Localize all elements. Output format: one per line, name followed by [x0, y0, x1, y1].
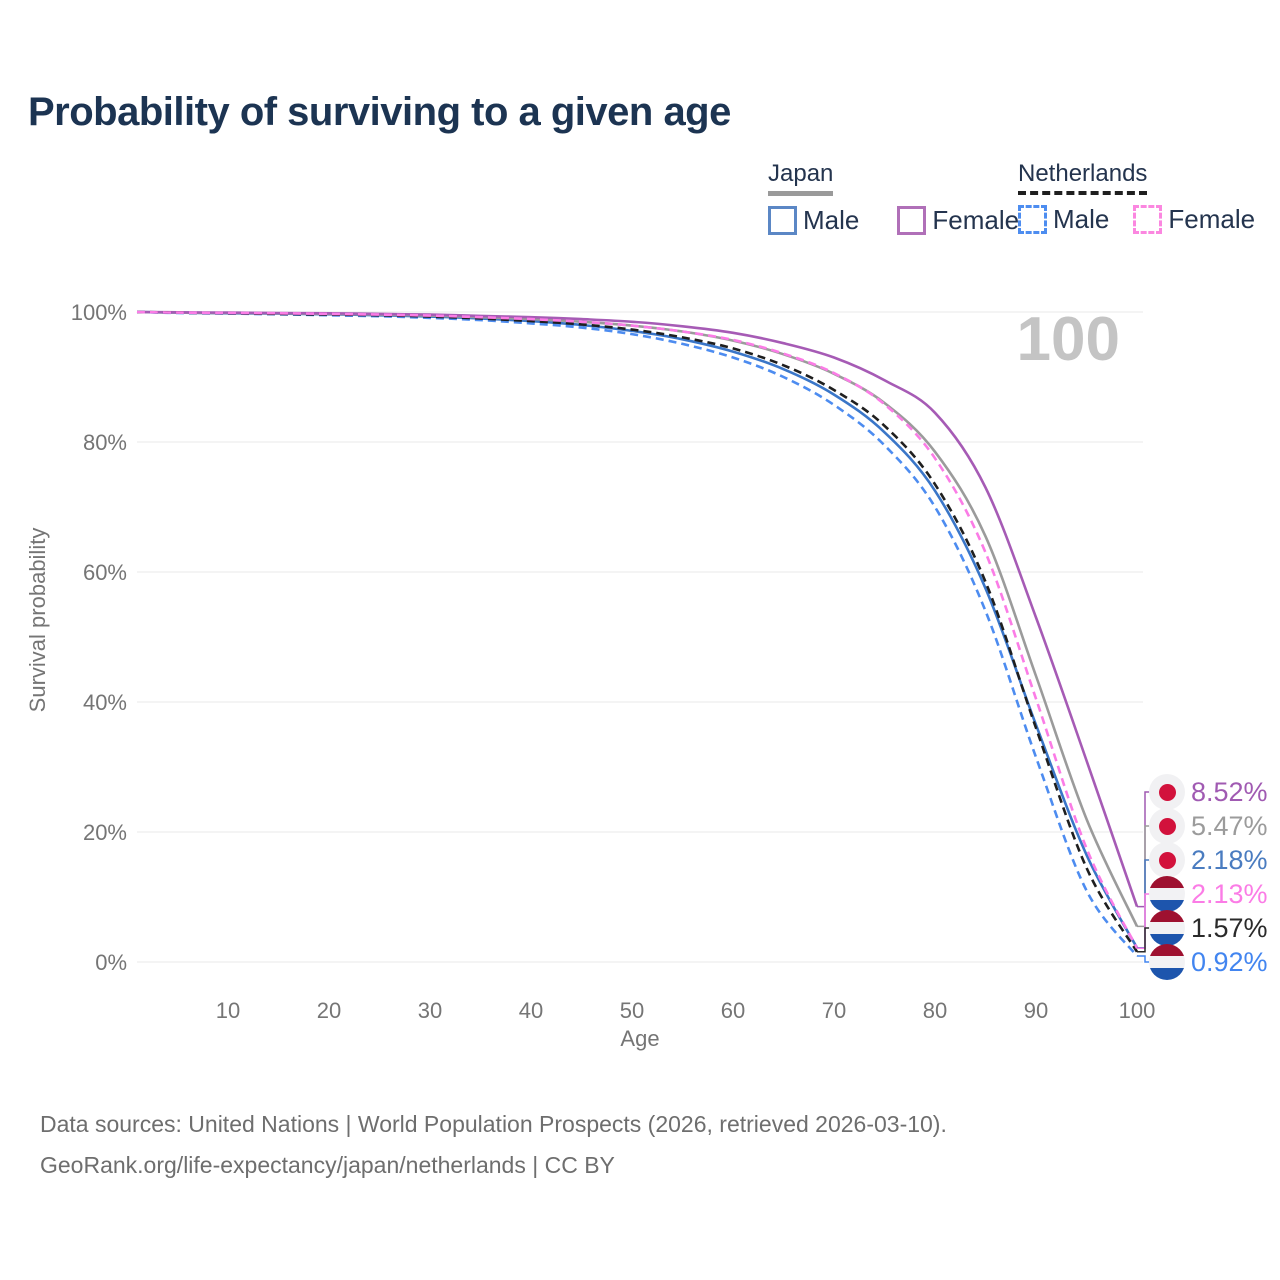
netherlands-flag-icon — [1149, 910, 1185, 946]
x-tick-label: 30 — [418, 998, 442, 1023]
japan-flag-icon — [1149, 808, 1185, 844]
end-label-value: 2.18% — [1191, 845, 1268, 875]
netherlands-male-swatch-icon — [1018, 205, 1047, 234]
x-tick-label: 50 — [620, 998, 644, 1023]
end-label-value: 8.52% — [1191, 777, 1268, 807]
footer-source-line: Data sources: United Nations | World Pop… — [40, 1111, 947, 1137]
legend-title-japan: Japan — [768, 160, 834, 196]
end-label-japan-all: 5.47% — [1149, 808, 1268, 844]
y-tick-label: 100% — [71, 300, 127, 325]
legend-title-netherlands: Netherlands — [1018, 160, 1148, 195]
japan-female-swatch-icon — [897, 206, 927, 235]
x-tick-label: 90 — [1024, 998, 1048, 1023]
watermark-100: 100 — [1017, 305, 1120, 374]
legend-item-japan-male: Male — [768, 205, 859, 236]
y-tick-label: 80% — [83, 430, 127, 455]
netherlands-flag-icon — [1149, 944, 1185, 980]
footer-attribution-line: GeoRank.org/life-expectancy/japan/nether… — [40, 1152, 615, 1178]
legend-item-japan-female: Female — [897, 205, 1019, 236]
japan-flag-icon — [1149, 774, 1185, 810]
japan-flag-sun — [1158, 817, 1176, 835]
legend-item-label: Female — [932, 205, 1020, 235]
legend-group-netherlands: Netherlands Male Female — [1018, 160, 1255, 235]
series-line-netherlands-male — [136, 310, 1139, 957]
end-label-value: 2.13% — [1191, 879, 1268, 909]
x-axis-title: Age — [620, 1026, 659, 1051]
x-tick-label: 40 — [519, 998, 543, 1023]
connector-netherlands-all — [1137, 927, 1151, 953]
end-label-netherlands-female: 2.13% — [1149, 876, 1268, 912]
page-title: Probability of surviving to a given age — [28, 90, 731, 134]
japan-flag-icon — [1149, 842, 1185, 878]
x-tick-label: 80 — [923, 998, 947, 1023]
legend-item-label: Female — [1168, 204, 1256, 234]
end-label-netherlands-male: 0.92% — [1149, 944, 1268, 980]
y-axis-tick-labels: 0% 20% 40% 60% 80% 100% — [71, 300, 127, 975]
japan-male-swatch-icon — [768, 206, 797, 235]
series-line-japan-male — [136, 310, 1139, 949]
x-tick-label: 20 — [317, 998, 341, 1023]
y-tick-label: 60% — [83, 560, 127, 585]
y-tick-label: 0% — [95, 950, 127, 975]
series-line-japan-female — [136, 310, 1139, 908]
legend-group-japan: Japan Male Female — [768, 160, 1019, 236]
footer: Data sources: United Nations | World Pop… — [40, 1104, 947, 1186]
y-axis-title: Survival probability — [25, 528, 50, 713]
y-tick-label: 20% — [83, 820, 127, 845]
x-tick-label: 100 — [1119, 998, 1156, 1023]
legend-item-label: Male — [1053, 204, 1110, 234]
series-line-netherlands-female — [136, 310, 1139, 949]
netherlands-flag-icon — [1149, 876, 1185, 912]
gridlines — [137, 311, 1143, 963]
end-label-netherlands-all: 1.57% — [1149, 910, 1268, 946]
end-label-connectors — [1137, 791, 1151, 963]
series-line-japan-all — [136, 310, 1139, 927]
end-label-value: 5.47% — [1191, 811, 1268, 841]
x-tick-label: 60 — [721, 998, 745, 1023]
end-label-value: 0.92% — [1191, 947, 1268, 977]
netherlands-female-swatch-icon — [1133, 205, 1163, 234]
legend-item-netherlands-female: Female — [1133, 204, 1255, 235]
series-curves — [136, 310, 1139, 957]
connector-netherlands-male — [1137, 955, 1151, 963]
x-tick-label: 70 — [822, 998, 846, 1023]
end-label-japan-male: 2.18% — [1149, 842, 1268, 878]
legend-item-label: Male — [803, 205, 860, 235]
japan-flag-sun — [1158, 851, 1176, 869]
series-line-netherlands-all — [136, 310, 1139, 953]
end-label-value: 1.57% — [1191, 913, 1268, 943]
end-label-japan-female: 8.52% — [1149, 774, 1268, 810]
connector-netherlands-female — [1137, 893, 1151, 949]
x-axis-tick-labels: 10 20 30 40 50 60 70 80 90 100 — [216, 998, 1156, 1023]
y-tick-label: 40% — [83, 690, 127, 715]
x-tick-label: 10 — [216, 998, 240, 1023]
japan-flag-sun — [1158, 783, 1176, 801]
legend-item-netherlands-male: Male — [1018, 204, 1109, 235]
